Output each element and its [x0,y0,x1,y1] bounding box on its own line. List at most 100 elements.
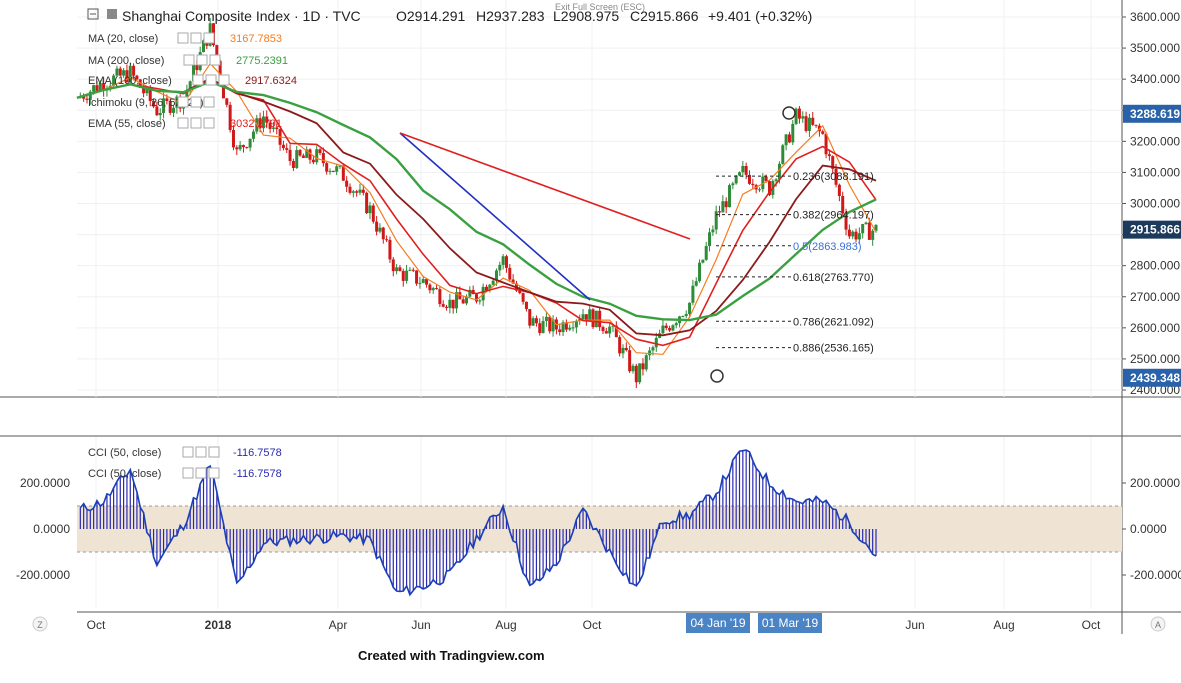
ohlc-low: L2908.975 [553,8,619,24]
candle-body [445,306,449,308]
candle-body [837,184,841,197]
candle-body [328,170,332,172]
date-highlight-box [686,613,750,633]
candle-body [731,183,735,186]
candle-body [241,145,245,148]
time-tick-label: Apr [329,618,348,632]
candle-body [831,156,835,169]
indicator-legend-value: 2775.2391 [236,55,288,67]
candle-body [631,365,635,372]
candle-body [671,325,675,331]
time-tick-label: Oct [87,618,106,632]
exit-fullscreen-hint: Exit Full Screen (ESC) [555,2,645,12]
candle-body [152,101,156,107]
candle-body [591,309,595,328]
candle-body [348,186,352,193]
candle-body [148,87,152,102]
candle-body [784,134,788,146]
cci-tick-label: 0.0000 [1130,522,1167,536]
candle-body [318,149,322,154]
candle-body [538,323,542,333]
last-price-label: 2915.866 [1130,223,1180,237]
candle-body [132,65,136,76]
candle-body [701,259,705,263]
legend-control-icon [190,96,202,108]
candle-body [548,316,552,332]
candle-body [558,329,562,333]
candle-body [275,127,279,130]
candle-body [295,150,299,168]
candle-body [728,185,732,208]
candle-body [534,318,538,324]
candle-body [245,147,249,149]
candle-body [777,163,781,180]
candle-body [791,123,795,143]
legend-control-icon [209,54,221,66]
candle-body [584,314,588,322]
candle-body [541,320,545,333]
candle-body [871,230,875,240]
candle-body [408,269,412,271]
candle-body [614,325,618,338]
candle-body [518,290,522,294]
candle-body [574,320,578,328]
candle-body [192,64,196,82]
legend-control-icon [182,467,194,479]
candle-body [172,107,176,113]
candle-body [448,299,452,308]
cci-legend-label: CCI (50, close) [88,447,161,459]
candle-body [421,279,425,283]
legend-control-icon [182,446,194,458]
candle-body [568,327,572,330]
candle-body [827,154,831,157]
candle-body [268,122,272,129]
cci-legend-value: -116.7578 [233,447,282,459]
candle-body [435,288,439,290]
high-price-label: 3288.619 [1130,107,1180,121]
candle-body [135,75,139,80]
date-highlight-label: 04 Jan '19 [690,616,745,630]
candle-body [681,315,685,317]
footer-credit: Created with Tradingview.com [358,648,545,663]
candle-body [185,90,189,99]
candle-body [231,129,235,148]
candle-body [381,227,385,240]
candle-body [281,144,285,149]
candle-body [844,213,848,230]
candle-body [544,316,548,321]
candle-body [618,337,622,354]
legend-control-icon [177,96,189,108]
cci-tick-label-left: 0.0000 [33,522,70,536]
legend-control-icon [177,117,189,129]
legend-control-icon [196,54,208,66]
auto-scale-button [1150,616,1166,632]
candle-body [761,176,765,190]
candle-body [378,227,382,232]
candle-body [88,91,92,100]
candle-body [331,170,335,172]
candle-body [155,106,159,116]
candle-body [714,211,718,230]
candle-body [704,246,708,260]
candle-body [455,292,459,309]
legend-control-icon [218,74,230,86]
candle-body [814,124,818,126]
candle-body [674,323,678,326]
time-tick-label: Aug [993,618,1014,632]
collapse-icon [87,8,99,20]
candle-body [661,325,665,334]
legend-control-icon [190,117,202,129]
cci-tick-label: 200.0000 [1130,476,1180,490]
zoom-button-label: Z [37,620,43,630]
candle-body [481,286,485,301]
candle-body [175,96,179,108]
legend-control-icon [208,467,220,479]
price-tick-label: 3200.000 [1130,134,1180,148]
candle-body [694,281,698,286]
candle-body [401,270,405,281]
candle-body [834,168,838,185]
candle-body [102,83,106,91]
low-price-label: 2439.348 [1130,371,1180,385]
candle-body [811,117,815,125]
candle-body [425,279,429,285]
